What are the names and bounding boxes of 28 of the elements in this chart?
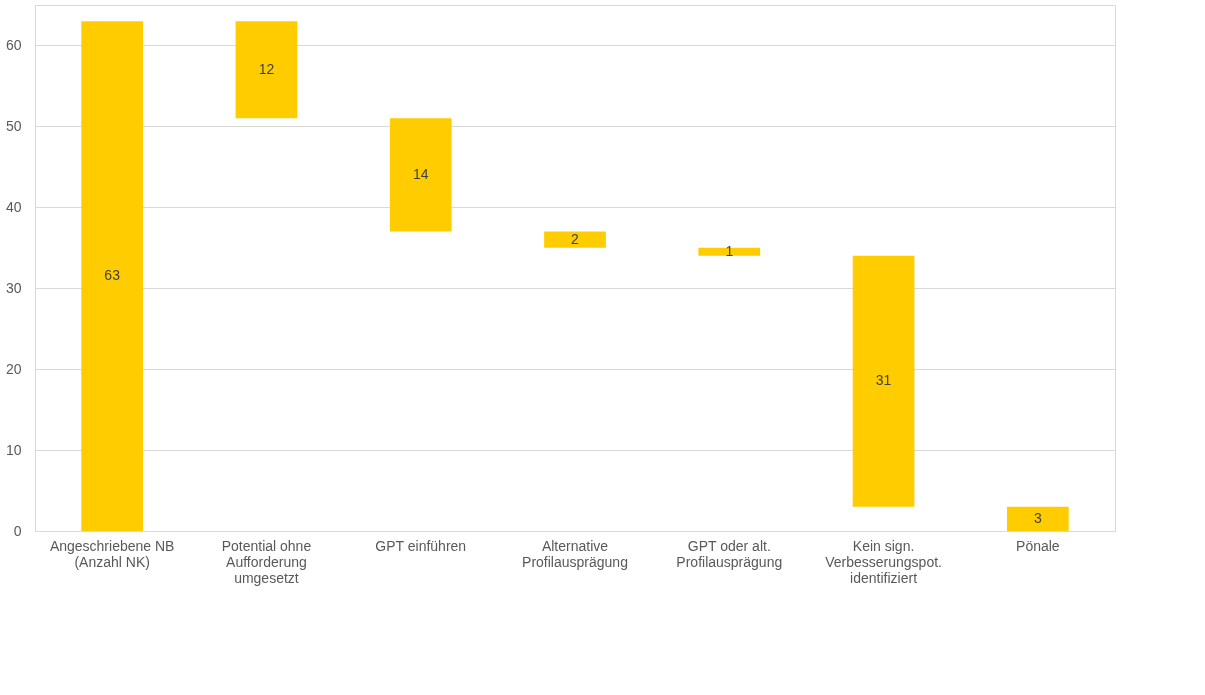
y-tick-label: 10 [5,441,22,458]
x-tick-label: Potential ohne Aufforderung umgesetzt [221,537,312,586]
bar [235,21,298,119]
y-tick-label: 20 [5,360,22,377]
y-tick-label: 0 [13,522,22,539]
y-tick-label: 30 [5,279,22,296]
y-tick-label: 40 [5,198,22,215]
x-tick-label: Angeschriebene NB (Anzahl NK) [49,537,175,570]
y-tick-label: 60 [5,36,22,53]
data-label: 63 [104,267,121,284]
bar [698,247,761,256]
bar [389,118,452,232]
y-tick-label: 50 [5,117,22,134]
bar [81,21,143,531]
x-tick-label: GPT einführen [375,537,467,554]
x-tick-label: Alternative Profilausprägung [522,537,628,570]
data-label: 14 [412,165,429,182]
data-label: 12 [258,60,275,77]
data-label: 3 [1033,509,1042,526]
bar [1007,506,1069,531]
x-tick-label: Kein sign. Verbesserungspot. identifiziert [825,537,942,586]
x-tick-label: Pönale [1016,537,1060,554]
data-label: 31 [875,372,892,389]
bar [544,231,606,248]
bar [852,255,915,507]
data-label: 1 [725,242,734,259]
x-tick-label: GPT oder alt. Profilausprägung [676,537,783,570]
data-label: 2 [571,230,580,247]
